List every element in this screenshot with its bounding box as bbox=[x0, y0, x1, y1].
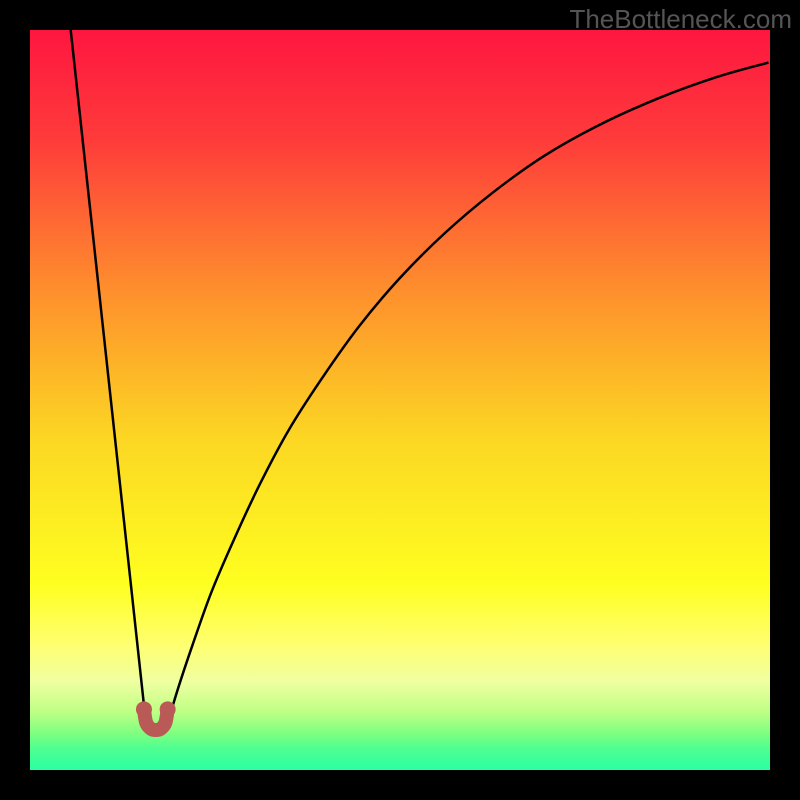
bottleneck-chart bbox=[0, 0, 800, 800]
plot-background bbox=[30, 30, 770, 770]
dip-endpoint-right bbox=[160, 701, 176, 717]
watermark-text: TheBottleneck.com bbox=[569, 4, 792, 35]
dip-endpoint-left bbox=[136, 701, 152, 717]
chart-container: TheBottleneck.com bbox=[0, 0, 800, 800]
